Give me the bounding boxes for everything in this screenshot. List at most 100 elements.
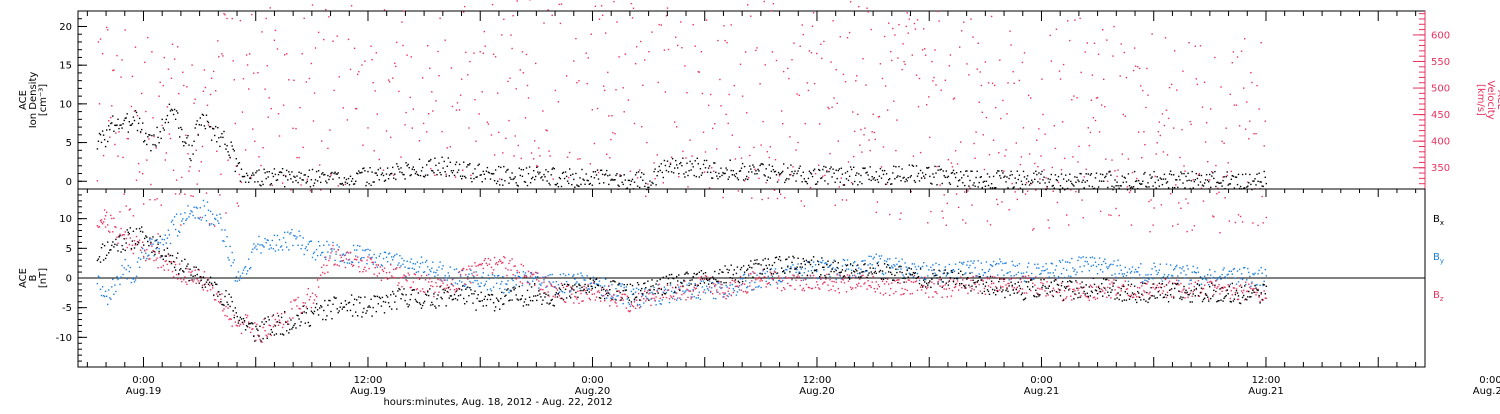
Bz-point [839,292,840,293]
By-point [1091,265,1092,266]
Bz-point [204,271,205,272]
density-point [800,166,801,167]
density-point [1121,185,1122,186]
By-point [1178,280,1179,281]
velocity-point [1261,42,1262,43]
Bz-point [1017,287,1018,288]
By-point [919,280,920,281]
By-point [1139,274,1140,275]
density-point [261,181,262,182]
density-point [445,171,446,172]
velocity-point [517,0,518,1]
Bz-point [408,273,409,274]
Bx-point [136,228,137,229]
By-point [1060,262,1061,263]
Bz-point [348,252,349,253]
density-point [848,180,849,181]
Bz-point [175,264,176,265]
density-point [736,173,737,174]
density-point [305,174,306,175]
density-point [875,180,876,181]
Bx-point [402,294,403,295]
density-point [135,110,136,111]
Bz-point [323,264,324,265]
density-point [533,170,534,171]
velocity-point [561,4,562,5]
density-point [886,173,887,174]
density-point [257,181,258,182]
Bz-point [250,332,251,333]
velocity-point [521,158,522,159]
velocity-point [553,178,554,179]
Bx-point [238,322,239,323]
By-point [406,261,407,262]
density-point [421,170,422,171]
velocity-point [383,170,384,171]
Bz-point [120,228,121,229]
velocity-point [659,24,660,25]
velocity-point [547,9,548,10]
density-point [1165,178,1166,179]
By-point [119,284,120,285]
Bz-point [504,257,505,258]
By-point [729,293,730,294]
density-point [904,181,905,182]
By-point [152,244,153,245]
density-point [287,179,288,180]
By-point [1081,271,1082,272]
density-point [892,172,893,173]
Bz-point [1001,279,1002,280]
density-point [193,141,194,142]
By-point [1116,265,1117,266]
density-point [299,177,300,178]
Bz-point [937,281,938,282]
Bz-point [880,292,881,293]
density-point [751,171,752,172]
density-point [631,181,632,182]
density-point [941,169,942,170]
By-point [131,282,132,283]
density-point [807,183,808,184]
density-point [397,166,398,167]
velocity-point [871,29,872,30]
velocity-point [951,162,952,163]
Bz-point [995,286,996,287]
density-point [998,170,999,171]
density-point [729,176,730,177]
By-point [163,244,164,245]
By-point [277,235,278,236]
Bz-point [179,263,180,264]
By-point [311,241,312,242]
By-point [1246,279,1247,280]
density-point [377,175,378,176]
By-point [275,250,276,251]
By-point [1231,271,1232,272]
top-right-ylabel: ACEVelocity[km/s] [1475,80,1500,119]
Bz-point [221,293,222,294]
Bz-point [452,279,453,280]
Bz-point [960,277,961,278]
Bz-point [700,279,701,280]
Bz-point [248,322,249,323]
Bx-point [116,244,117,245]
Bz-point [1028,275,1029,276]
Bz-point [495,263,496,264]
density-point [1048,178,1049,179]
Bz-point [340,255,341,256]
density-point [840,182,841,183]
velocity-point [644,59,645,60]
By-point [1221,274,1222,275]
velocity-point [512,15,513,16]
Bz-point [441,281,442,282]
Bx-point [369,307,370,308]
By-point [467,276,468,277]
Bz-point [183,279,184,280]
density-point [601,170,602,171]
Bx-point [268,316,269,317]
velocity-point [1159,121,1160,122]
velocity-point [648,51,649,52]
density-point [1162,184,1163,185]
Bz-point [1158,287,1159,288]
Bz-point [796,276,797,277]
density-point [311,179,312,180]
